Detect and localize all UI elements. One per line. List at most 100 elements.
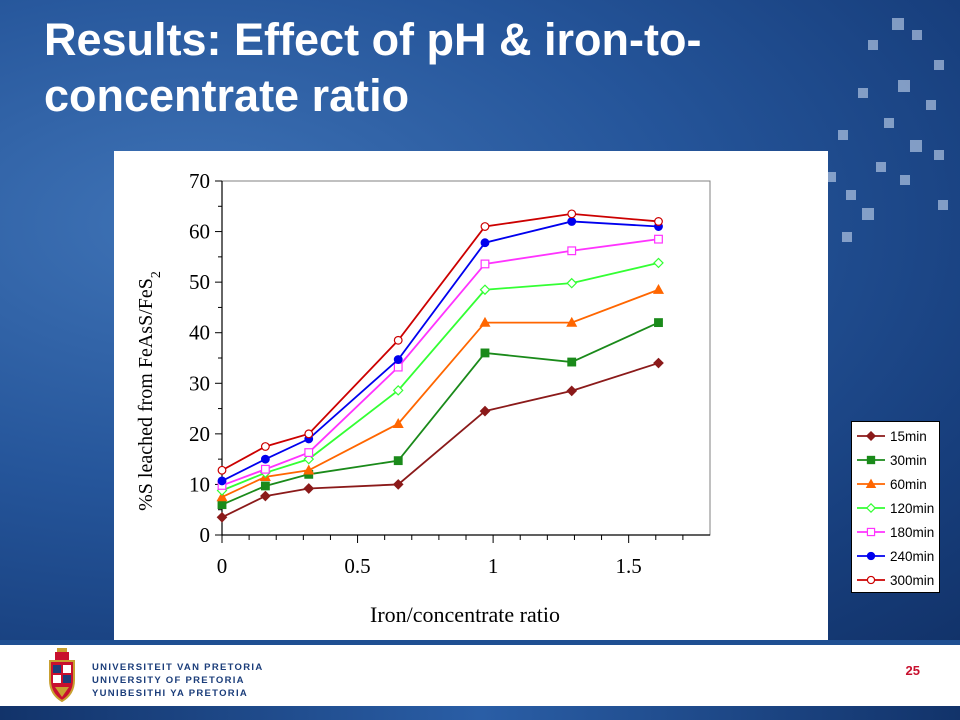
decorative-square xyxy=(838,130,848,140)
data-point-60min xyxy=(303,464,315,475)
data-point-60min xyxy=(652,283,665,294)
series-300min xyxy=(217,209,663,475)
page-number: 25 xyxy=(905,663,920,678)
decorative-square xyxy=(862,208,874,220)
data-point-300min xyxy=(217,465,227,475)
x-tick-label: 0 xyxy=(217,554,228,578)
legend-item-300min: 300min xyxy=(857,573,934,588)
decorative-square xyxy=(898,80,910,92)
decorative-square xyxy=(876,162,886,172)
y-tick-label: 50 xyxy=(189,270,210,294)
line-chart: 0 10 20 30 40 50 60 70 0 0.5 1 1.5 Iron/concentrate… xyxy=(135,169,711,627)
series-15min xyxy=(216,357,664,523)
y-tick-label: 70 xyxy=(189,169,210,193)
chart-legend: 15min 30min 60min 120min 180min 240min 300min xyxy=(851,421,940,593)
decorative-square xyxy=(846,190,856,200)
x-tick-label: 0.5 xyxy=(344,554,370,578)
data-point-240min xyxy=(260,454,270,464)
data-point-30min xyxy=(567,357,577,367)
data-point-120min xyxy=(479,284,491,296)
data-point-180min xyxy=(393,362,403,372)
data-point-15min xyxy=(479,405,491,417)
university-name-sepedi: YUNIBESITHI YA PRETORIA xyxy=(92,688,249,699)
crest-icon xyxy=(49,648,75,703)
decorative-square xyxy=(858,88,868,98)
decorative-square xyxy=(842,232,852,242)
data-point-30min xyxy=(654,318,663,328)
data-point-120min xyxy=(392,385,404,396)
y-tick-label: 60 xyxy=(189,220,210,244)
y-tick-label: 40 xyxy=(189,321,210,345)
data-point-30min xyxy=(393,456,403,466)
plot-area-frame xyxy=(221,180,711,536)
university-name-afrikaans: UNIVERSITEIT VAN PRETORIA xyxy=(92,662,264,673)
data-point-30min xyxy=(260,481,270,491)
data-point-300min xyxy=(393,335,403,345)
data-point-300min xyxy=(260,442,270,451)
legend-item-120min: 120min xyxy=(857,501,934,516)
decorative-square xyxy=(900,175,910,185)
slide-title: Results: Effect of pH & iron-to- concent… xyxy=(44,12,944,124)
data-point-180min xyxy=(480,259,490,269)
x-tick-label: 1 xyxy=(488,554,499,578)
legend-marker xyxy=(866,575,876,585)
legend-label: 60min xyxy=(890,477,927,492)
series-line-120min xyxy=(221,262,659,492)
data-point-180min xyxy=(567,246,577,256)
footer-bar xyxy=(0,706,960,720)
legend-item-30min: 30min xyxy=(857,453,927,468)
x-tick-label: 1.5 xyxy=(616,554,642,578)
legend-item-60min: 60min xyxy=(857,477,927,492)
series-line-30min xyxy=(221,321,659,506)
legend-label: 180min xyxy=(890,525,934,540)
data-point-180min xyxy=(304,448,314,457)
series-line-240min xyxy=(221,220,659,482)
decorative-square xyxy=(826,172,836,182)
x-axis-title: Iron/concentrate ratio xyxy=(370,602,560,627)
data-point-240min xyxy=(480,238,490,248)
series-180min xyxy=(217,234,663,490)
legend-label: 300min xyxy=(890,573,934,588)
title-line-2: concentrate ratio xyxy=(44,70,410,121)
data-point-15min xyxy=(303,483,315,494)
legend-marker xyxy=(866,455,876,465)
data-point-240min xyxy=(393,355,403,364)
data-point-15min xyxy=(653,357,664,369)
chart-panel: 0 10 20 30 40 50 60 70 0 0.5 1 1.5 Iron/concentrate… xyxy=(114,151,940,642)
data-point-120min xyxy=(653,257,664,269)
data-point-300min xyxy=(480,222,490,231)
y-tick-label: 0 xyxy=(200,523,211,547)
data-point-300min xyxy=(304,429,314,439)
legend-marker xyxy=(866,527,876,537)
title-line-1: Results: Effect of pH & iron-to- xyxy=(44,14,702,65)
decorative-square xyxy=(938,200,948,210)
legend-marker xyxy=(865,502,877,514)
decorative-square xyxy=(934,60,944,70)
data-point-60min xyxy=(479,316,491,327)
data-point-180min xyxy=(260,464,270,474)
legend-label: 30min xyxy=(890,453,927,468)
decorative-square xyxy=(934,150,944,160)
bottom-strip xyxy=(0,640,960,645)
data-point-120min xyxy=(566,277,578,289)
data-point-240min xyxy=(217,476,227,486)
decorative-square xyxy=(910,140,922,152)
legend-item-240min: 240min xyxy=(857,549,934,564)
decorative-square xyxy=(884,118,894,128)
data-point-60min xyxy=(216,491,228,502)
legend-label: 120min xyxy=(890,501,934,516)
data-point-240min xyxy=(567,217,577,226)
legend-label: 240min xyxy=(890,549,934,564)
chart-series xyxy=(216,209,665,523)
data-point-180min xyxy=(654,234,663,244)
legend-item-15min: 15min xyxy=(857,429,927,444)
data-point-60min xyxy=(566,316,578,327)
legend-marker xyxy=(865,478,877,488)
data-point-300min xyxy=(567,209,577,219)
university-logo: UNIVERSITEIT VAN PRETORIA UNIVERSITY OF … xyxy=(40,646,262,704)
data-point-30min xyxy=(480,348,490,358)
data-point-15min xyxy=(216,511,228,523)
data-point-15min xyxy=(392,479,404,490)
y-tick-label: 20 xyxy=(189,422,210,446)
y-tick-label: 10 xyxy=(189,472,210,496)
